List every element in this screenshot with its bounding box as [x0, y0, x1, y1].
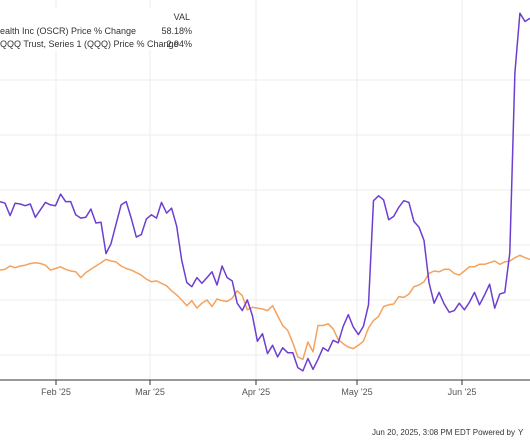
legend-label-oscr: ealth Inc (OSCR) Price % Change: [0, 26, 136, 36]
legend: VAL ealth Inc (OSCR) Price % Change 58.1…: [0, 8, 200, 50]
legend-header: VAL: [174, 12, 190, 22]
legend-value-oscr: 58.18%: [161, 26, 192, 36]
x-tick-label-1: Mar '25: [135, 387, 165, 397]
x-axis-ticks: Feb '25 Mar '25 Apr '25 May '25 Jun '25: [41, 380, 476, 397]
legend-background: [0, 8, 200, 50]
x-tick-label-0: Feb '25: [41, 387, 71, 397]
legend-value-qqq: 2.94%: [166, 39, 192, 49]
series-line-oscr: [0, 12, 530, 372]
footer-timestamp: Jun 20, 2025, 3:08 PM EDT Powered by: [372, 428, 515, 437]
x-tick-label-4: Jun '25: [448, 387, 477, 397]
ycharts-logo-icon: Y: [518, 428, 524, 437]
footer: Jun 20, 2025, 3:08 PM EDT Powered by Y: [372, 428, 524, 437]
x-tick-label-2: Apr '25: [242, 387, 270, 397]
legend-label-qqq: QQQ Trust, Series 1 (QQQ) Price % Change: [0, 39, 179, 49]
series-line-qqq: [0, 254, 530, 361]
gridlines: [0, 0, 530, 381]
x-tick-label-3: May '25: [341, 387, 372, 397]
series-lines: [0, 12, 530, 372]
